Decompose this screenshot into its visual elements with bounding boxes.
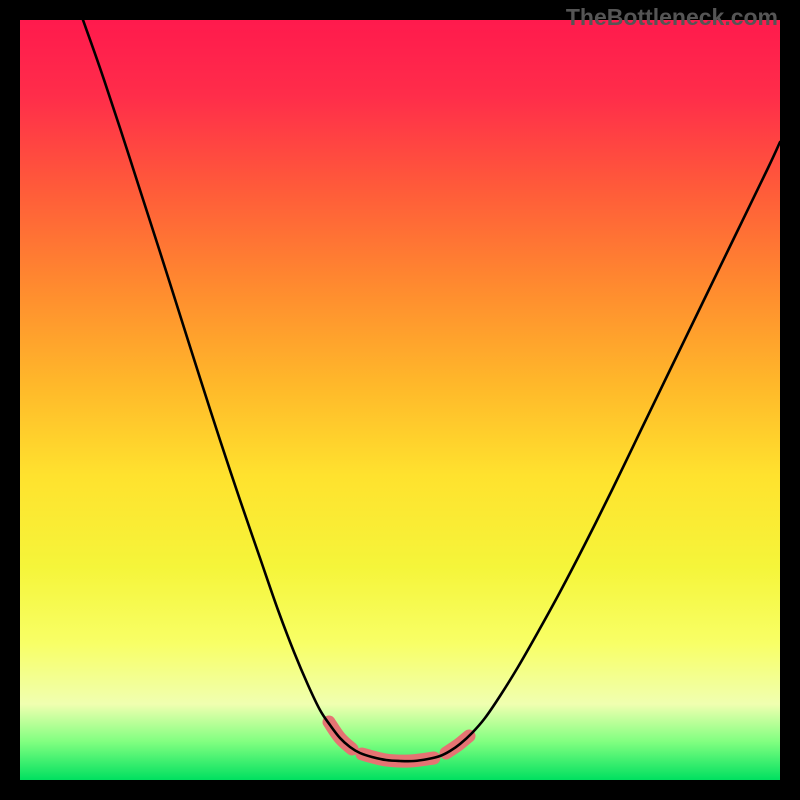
- plot-area: [20, 20, 780, 780]
- canvas-root: TheBottleneck.com: [0, 0, 800, 800]
- gradient-background: [20, 20, 780, 780]
- chart-svg: [20, 20, 780, 780]
- watermark-text: TheBottleneck.com: [566, 4, 778, 31]
